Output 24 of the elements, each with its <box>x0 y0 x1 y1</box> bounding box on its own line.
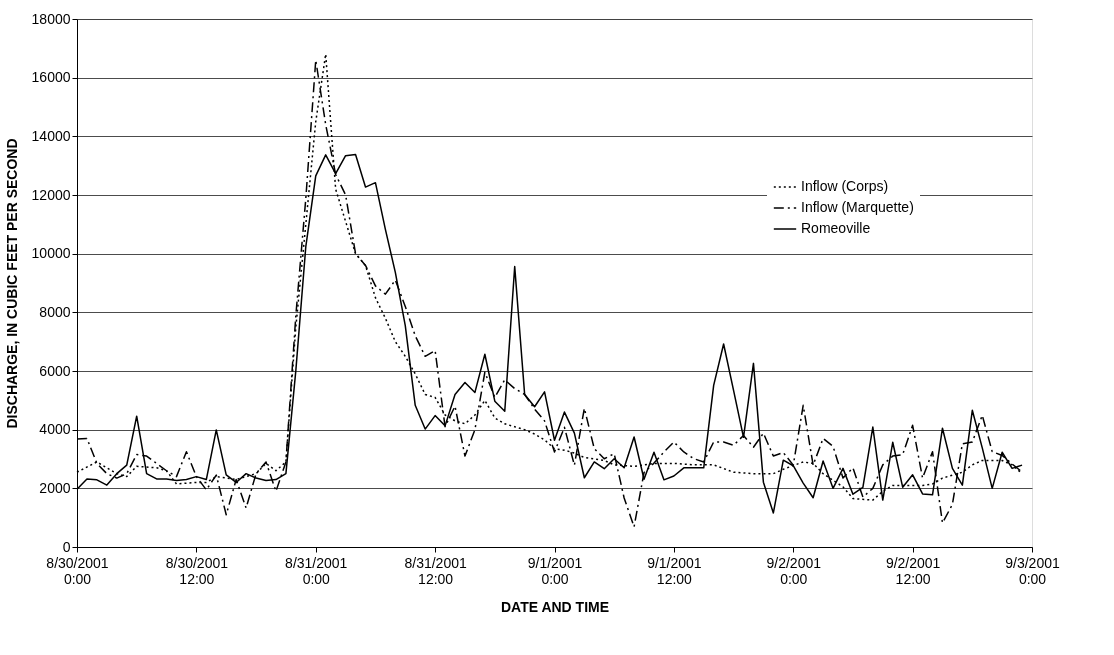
y-tick-label: 14000 <box>31 127 71 144</box>
x-tick-label: 8/30/2001 0:00 <box>46 554 109 587</box>
x-tick-label: 9/1/2001 12:00 <box>647 554 702 587</box>
x-tick-label: 9/3/2001 0:00 <box>1005 554 1060 587</box>
y-tick-label: 16000 <box>31 69 71 86</box>
y-axis-title: DISCHARGE, IN CUBIC FEET PER SECOND <box>3 138 20 429</box>
y-tick-label: 18000 <box>31 10 71 27</box>
y-tick-label: 8000 <box>39 303 71 320</box>
y-tick-label: 12000 <box>31 186 71 203</box>
y-tick-label: 10000 <box>31 245 71 262</box>
x-tick-label: 8/31/2001 12:00 <box>404 554 467 587</box>
x-tick-label: 9/2/2001 0:00 <box>766 554 822 587</box>
y-tick-label: 0 <box>62 538 71 555</box>
x-tick-label: 9/1/2001 0:00 <box>527 554 583 587</box>
y-tick-label: 6000 <box>39 362 71 379</box>
legend-label: Romeoville <box>801 220 871 236</box>
x-axis-title: DATE AND TIME <box>500 598 610 615</box>
x-tick-label: 8/31/2001 0:00 <box>285 554 348 587</box>
legend-label: Inflow (Marquette) <box>801 199 914 215</box>
y-tick-label: 2000 <box>39 479 71 496</box>
x-tick-label: 9/2/2001 12:00 <box>885 554 941 587</box>
x-tick-label: 8/30/2001 12:00 <box>165 554 229 587</box>
legend-label: Inflow (Corps) <box>801 178 889 194</box>
y-tick-label: 4000 <box>39 421 71 438</box>
